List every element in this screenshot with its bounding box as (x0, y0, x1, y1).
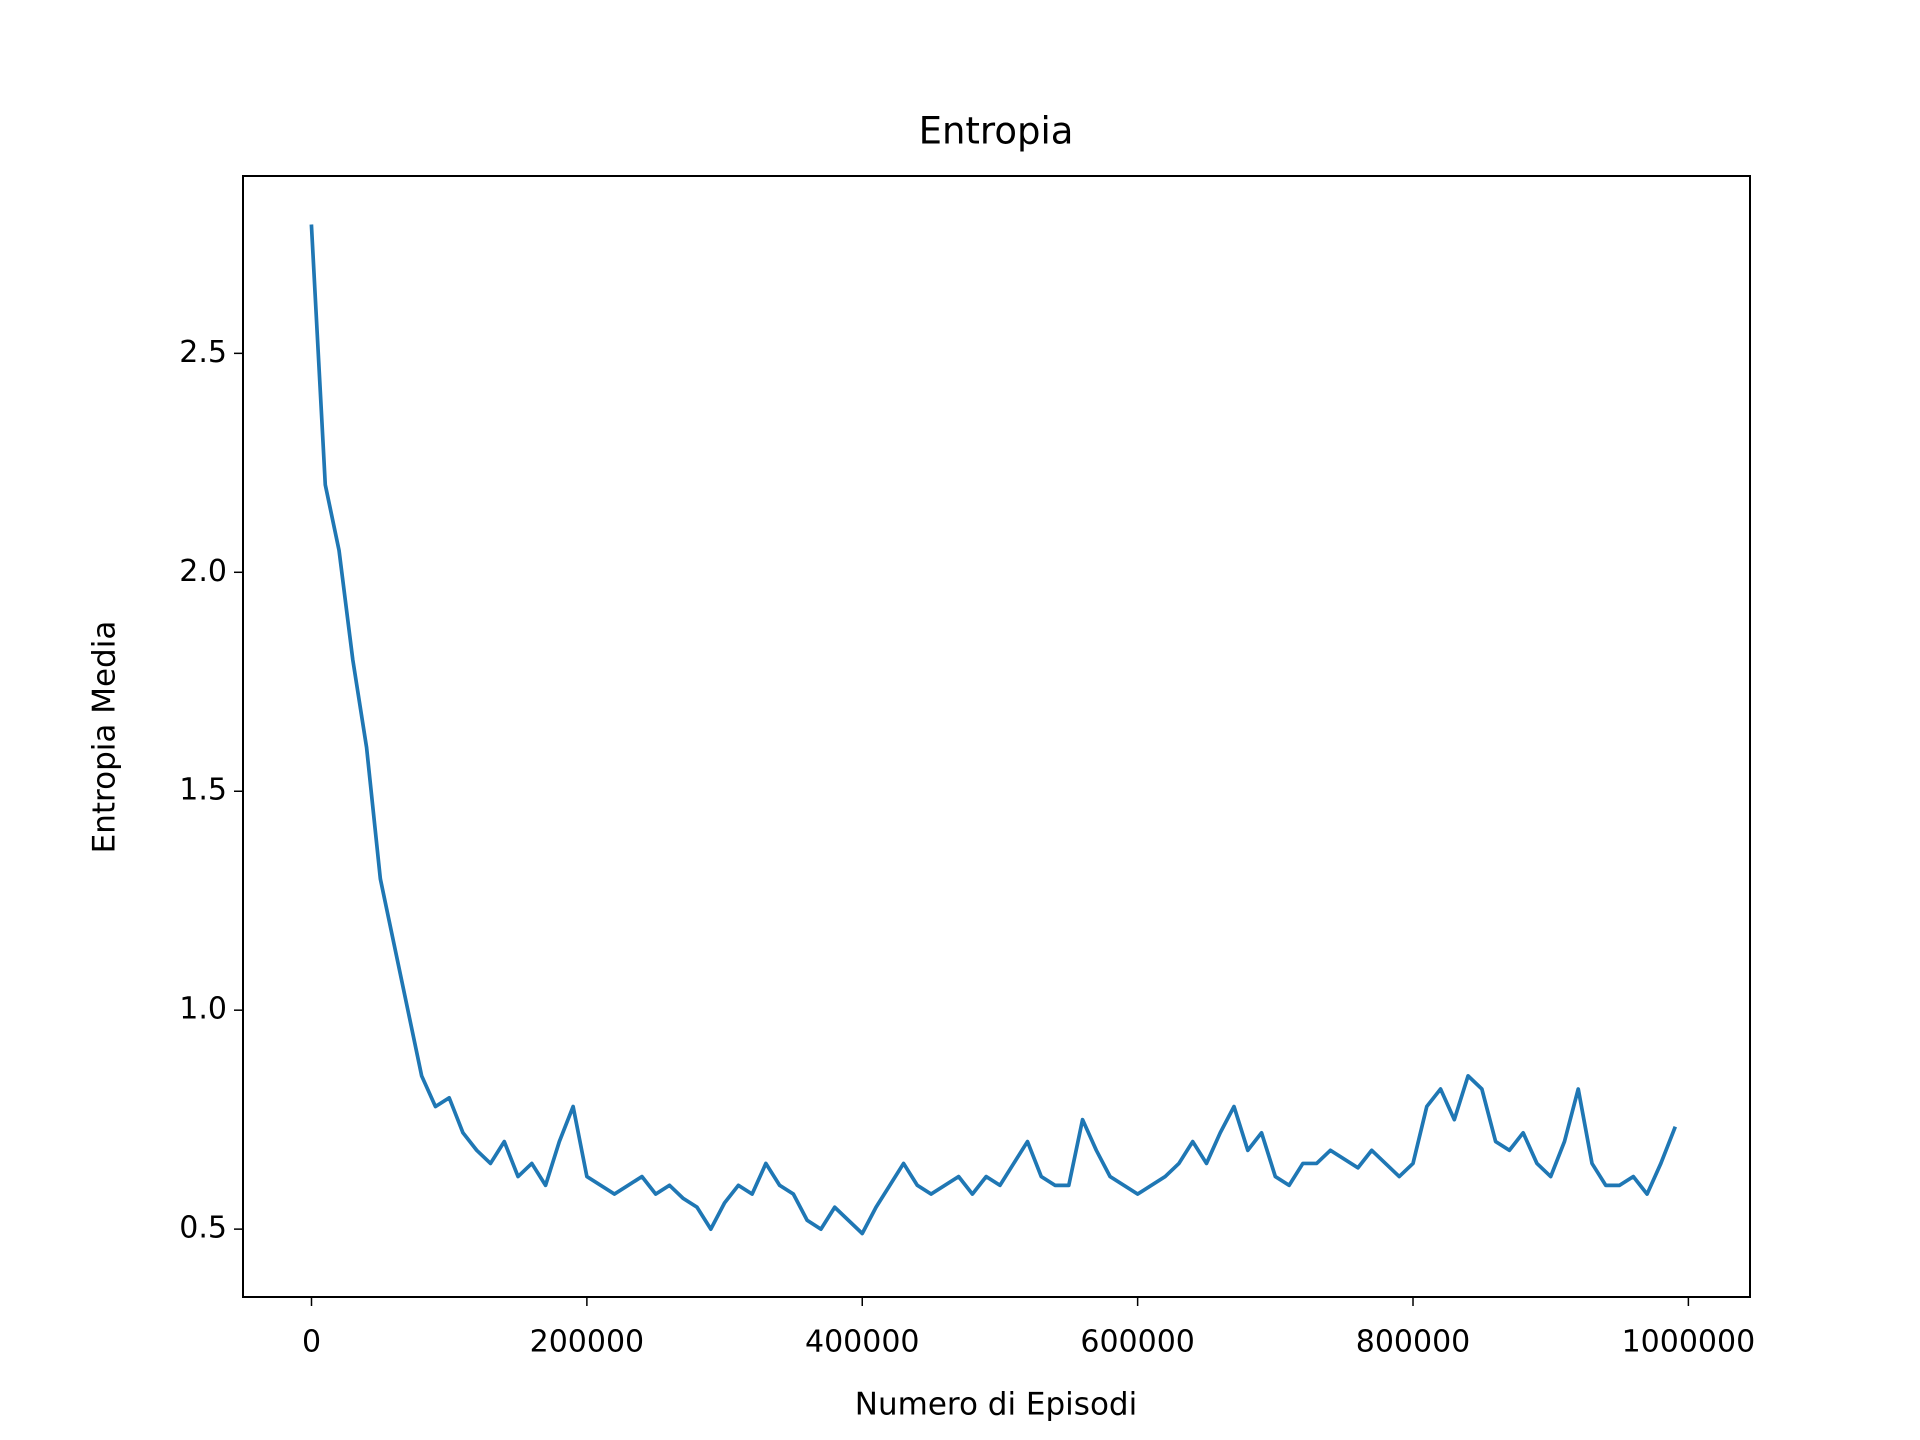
x-tick-label: 600000 (1080, 1325, 1195, 1360)
data-line (309, 224, 1678, 1236)
x-axis-label: Numero di Episodi (855, 1387, 1137, 1423)
y-tick-label: 1.0 (179, 992, 227, 1027)
y-axis-label: Entropia Media (87, 621, 123, 854)
y-tick-label: 2.0 (179, 554, 227, 589)
chart-title: Entropia (919, 110, 1074, 153)
y-tick-label: 1.5 (179, 773, 227, 808)
x-tick-label: 0 (302, 1325, 321, 1360)
x-tick-label: 200000 (530, 1325, 645, 1360)
plot-frame (242, 175, 1751, 1298)
y-tick-label: 0.5 (179, 1211, 227, 1246)
y-tick-label: 2.5 (179, 335, 227, 370)
x-tick-label: 400000 (805, 1325, 920, 1360)
x-tick-label: 1000000 (1622, 1325, 1756, 1360)
x-tick-label: 800000 (1356, 1325, 1471, 1360)
